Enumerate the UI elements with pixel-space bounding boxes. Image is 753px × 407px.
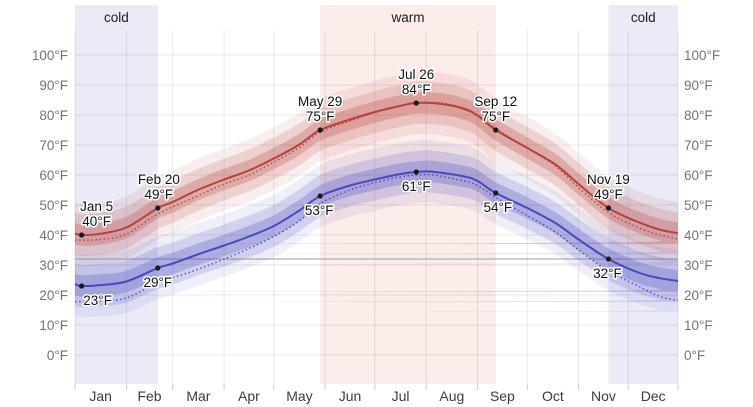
average-low-band: [0, 150, 678, 308]
y-axis-tick-label-right: 70°F: [684, 138, 713, 153]
season-label: warm: [390, 10, 424, 25]
average-low-band: [0, 140, 678, 318]
y-axis-tick-label-left: 90°F: [39, 78, 68, 93]
annotation-dot: [413, 100, 419, 106]
average-high-band: [0, 92, 678, 246]
month-label: Mar: [186, 388, 210, 404]
month-label: Sep: [490, 388, 515, 404]
annotation-dot: [605, 205, 612, 211]
month-label: Jun: [339, 388, 362, 404]
annotation-value: 29°F: [143, 275, 172, 290]
season-band-cold: [75, 5, 158, 384]
annotation-value: 32°F: [593, 266, 622, 281]
y-axis-tick-label-right: 60°F: [684, 168, 713, 183]
annotation-value: 49°F: [594, 187, 623, 202]
average-high-band: [0, 71, 678, 267]
y-axis-tick-label-left: 30°F: [39, 258, 68, 273]
annotation-date: May 29: [298, 94, 342, 109]
annotation-value: 75°F: [481, 109, 510, 124]
y-axis-tick-label-right: 0°F: [684, 348, 705, 363]
y-axis-tick-label-left: 40°F: [39, 228, 68, 243]
month-label: Aug: [439, 388, 464, 404]
annotation-dot: [317, 127, 323, 133]
y-axis-tick-label-left: 20°F: [39, 288, 68, 303]
annotation-value: 49°F: [144, 187, 173, 202]
season-label: cold: [631, 10, 656, 25]
month-label: Apr: [238, 388, 260, 404]
annotation-dot: [317, 193, 323, 199]
month-label: Oct: [542, 388, 564, 404]
month-label: Feb: [137, 388, 161, 404]
y-axis-tick-label-right: 10°F: [684, 318, 713, 333]
annotation-dot: [79, 232, 85, 238]
y-axis-tick-label-left: 70°F: [39, 138, 68, 153]
y-axis-tick-label-left: 60°F: [39, 168, 68, 183]
season-band-cold: [608, 5, 678, 384]
y-axis-tick-label-right: 80°F: [684, 108, 713, 123]
y-axis-tick-label-left: 80°F: [39, 108, 68, 123]
annotation-value: 61°F: [402, 179, 431, 194]
y-axis-tick-label-left: 50°F: [39, 198, 68, 213]
annotation-date: Jan 5: [80, 199, 113, 214]
season-label: cold: [104, 10, 129, 25]
y-axis-tick-label-right: 30°F: [684, 258, 713, 273]
annotation-dot: [493, 127, 499, 133]
annotation-dot: [79, 283, 85, 289]
average-high-band: [0, 81, 678, 257]
y-axis-tick-label-right: 40°F: [684, 228, 713, 243]
y-axis-tick-label-right: 90°F: [684, 78, 713, 93]
annotation-date: Sep 12: [474, 94, 517, 109]
annotation-value: 40°F: [82, 214, 111, 229]
average-low-line: [74, 170, 679, 288]
y-axis-tick-label-left: 100°F: [32, 48, 68, 63]
y-axis-tick-label-right: 20°F: [684, 288, 713, 303]
average-low-band: [0, 160, 678, 297]
y-axis-tick-label-right: 100°F: [684, 48, 720, 63]
month-label: Jan: [89, 388, 112, 404]
annotation-date: Feb 20: [138, 172, 180, 187]
y-axis-tick-label-right: 50°F: [684, 198, 713, 213]
month-label: Nov: [591, 388, 616, 404]
annotation-dot: [413, 169, 419, 175]
month-label: May: [286, 388, 312, 404]
annotation-date: Jul 26: [398, 67, 434, 82]
annotation-dot: [605, 256, 612, 262]
month-label: Jul: [392, 388, 410, 404]
average-high-line: [74, 101, 679, 237]
month-label: Dec: [641, 388, 666, 404]
y-axis-tick-label-left: 0°F: [47, 348, 68, 363]
chart-plot-area[interactable]: [75, 5, 678, 384]
annotation-dot: [155, 265, 161, 271]
annotation-date: Nov 19: [587, 172, 630, 187]
annotation-value: 54°F: [483, 200, 512, 215]
annotation-value: 23°F: [83, 293, 112, 308]
annotation-dot: [155, 205, 161, 211]
annotation-value: 75°F: [306, 109, 335, 124]
y-axis-tick-label-left: 10°F: [39, 318, 68, 333]
annotation-value: 53°F: [305, 203, 334, 218]
annotation-value: 84°F: [402, 82, 431, 97]
annotation-dot: [493, 190, 499, 196]
season-band-warm: [320, 5, 496, 384]
average-low-dotted-line: [74, 173, 679, 303]
